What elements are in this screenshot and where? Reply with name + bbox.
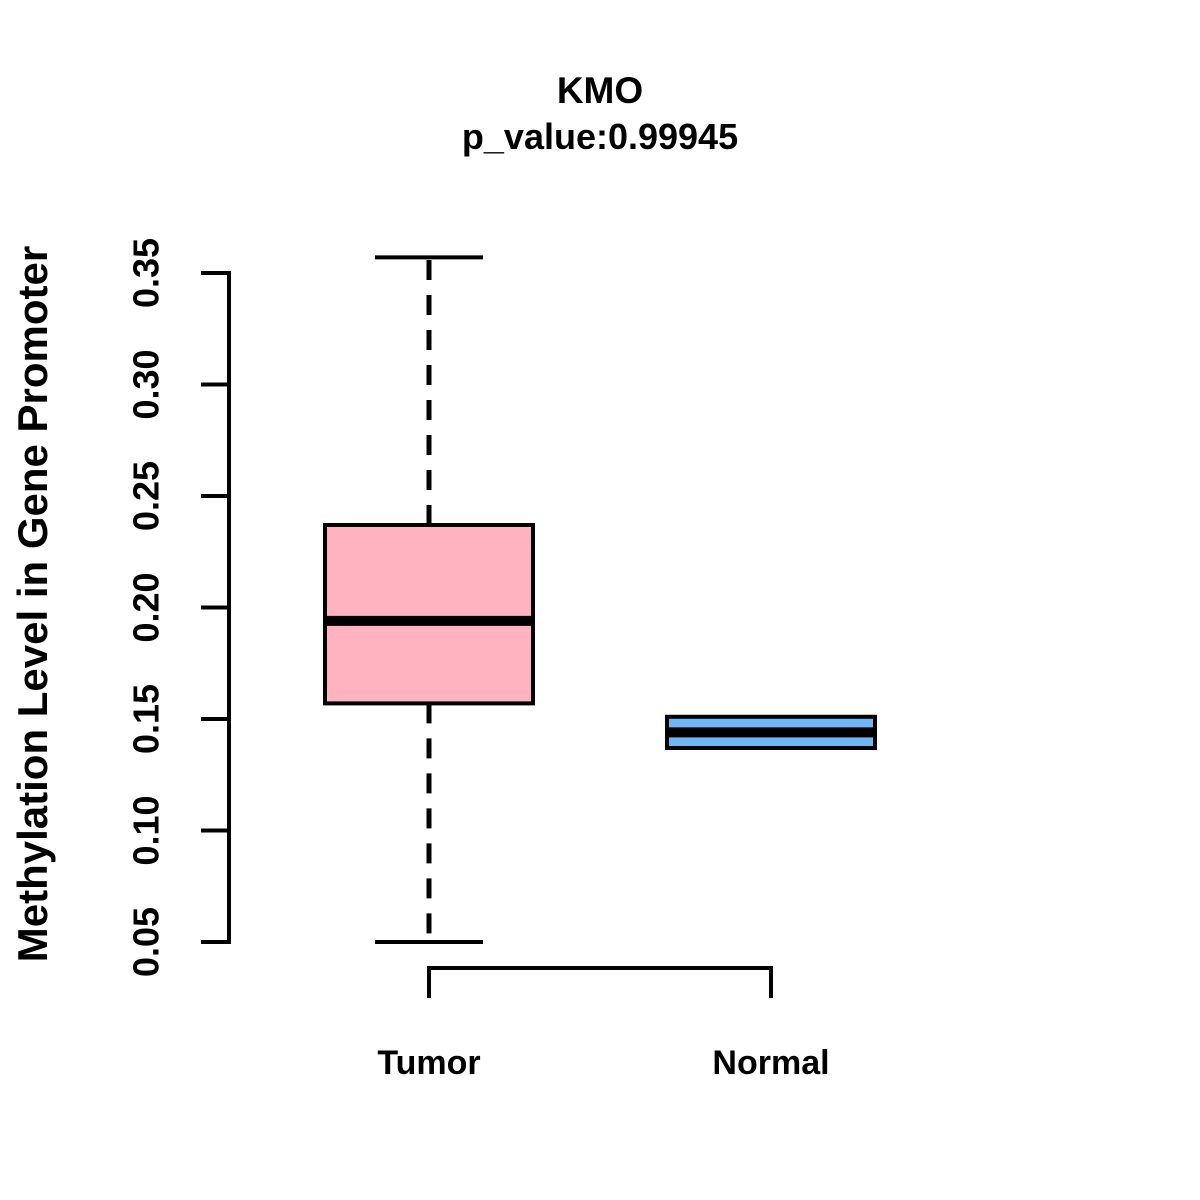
x-axis-label-normal: Normal — [712, 1044, 829, 1082]
chart-title: KMO — [556, 70, 644, 111]
x-axis-bracket — [427, 966, 773, 998]
x-axis-label-tumor: Tumor — [377, 1044, 480, 1082]
tumor-box — [323, 522, 535, 706]
y-axis-tick-label: 0.15 — [126, 684, 167, 754]
y-axis-tick-label: 0.10 — [126, 795, 167, 865]
y-axis-tick-label: 0.35 — [126, 238, 167, 308]
y-axis-tick-label: 0.05 — [126, 907, 167, 977]
y-axis-tick-label: 0.20 — [126, 572, 167, 642]
y-axis-tick-label: 0.30 — [126, 349, 167, 419]
chart-subtitle-pvalue: p_value:0.99945 — [461, 116, 739, 157]
y-axis-tick-label: 0.25 — [126, 461, 167, 531]
